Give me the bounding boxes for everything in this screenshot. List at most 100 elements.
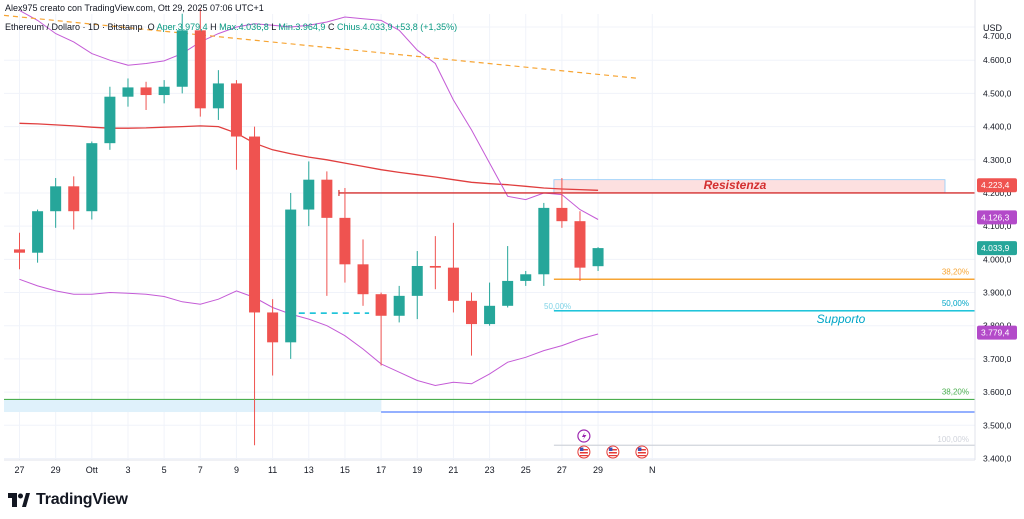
fib-382-upper-label: 38,20% (942, 267, 969, 276)
fib-50-mid-label: 50,00% (544, 302, 571, 311)
candle[interactable] (502, 246, 514, 308)
candle-body (447, 267, 459, 301)
zones (4, 179, 946, 413)
candle-body (32, 211, 44, 253)
candle-body (357, 264, 369, 295)
low-value: Min.3.964,9 (278, 22, 326, 32)
candle[interactable] (230, 80, 242, 170)
candle[interactable] (556, 178, 568, 228)
candle-body (285, 209, 297, 343)
candle-body (556, 207, 568, 222)
us-flag-icon[interactable] (577, 445, 591, 459)
candle[interactable] (50, 178, 62, 228)
y-tick-label: 4.200,0 (983, 188, 1012, 198)
price-badge: 3.779,4 (977, 325, 1017, 340)
candle-body (249, 136, 261, 313)
candle[interactable] (285, 192, 297, 359)
candle[interactable] (14, 232, 25, 270)
high-label: H (210, 22, 217, 32)
candle[interactable] (303, 161, 315, 227)
candle-body (230, 83, 242, 137)
flag-stripe (637, 455, 646, 457)
candle[interactable] (68, 176, 80, 230)
lightning-icon-glyph (581, 432, 587, 440)
ohlc-legend[interactable]: Ethereum / Dollaro · 1D · Bitstamp O Ape… (5, 22, 457, 32)
candle[interactable] (357, 239, 369, 306)
candle[interactable] (194, 8, 206, 117)
candle[interactable] (429, 236, 441, 290)
upper-band-line (19, 9, 599, 220)
x-tick-label: 5 (162, 465, 167, 475)
candle[interactable] (249, 126, 261, 446)
price-badge-label: 4.223,4 (981, 180, 1010, 190)
y-tick-label: 4.500,0 (983, 88, 1012, 98)
candle[interactable] (375, 292, 387, 366)
grid (4, 14, 975, 460)
tradingview-logo[interactable]: TradingView (8, 490, 128, 510)
candle[interactable] (447, 222, 459, 313)
candle-body (212, 83, 224, 109)
support-label: Supporto (817, 312, 866, 326)
x-tick-label: 21 (448, 465, 458, 475)
candle[interactable] (86, 141, 98, 220)
candle[interactable] (122, 78, 134, 107)
candle[interactable] (32, 209, 44, 263)
candle[interactable] (411, 251, 423, 320)
candle-body (538, 207, 550, 275)
candle[interactable] (520, 270, 532, 286)
candle[interactable] (466, 292, 477, 356)
lower-support-zone (4, 399, 382, 413)
y-tick-label: 3.600,0 (983, 387, 1012, 397)
candles[interactable] (14, 8, 604, 446)
symbol-name: Ethereum / Dollaro · 1D · Bitstamp (5, 22, 143, 32)
x-tick-label: 25 (521, 465, 531, 475)
candle-body (68, 186, 80, 212)
candle[interactable] (140, 81, 152, 110)
candle-body (86, 143, 98, 212)
price-badge: 4.033,9 (977, 241, 1017, 256)
candle[interactable] (574, 211, 586, 281)
candle[interactable] (339, 187, 351, 283)
fib-382-lower-label: 38,20% (942, 387, 969, 396)
lower-band-line (19, 278, 599, 387)
candle[interactable] (592, 247, 604, 271)
candle-body (375, 294, 387, 316)
high-value: Max.4.036,8 (219, 22, 269, 32)
us-flag-icon[interactable] (606, 445, 620, 459)
candle[interactable] (104, 86, 116, 150)
price-badge-bg (977, 178, 1017, 193)
candle[interactable] (484, 282, 496, 326)
candle[interactable] (212, 70, 224, 120)
candle[interactable] (158, 80, 170, 104)
logo-text: TradingView (36, 491, 128, 508)
candle[interactable] (321, 171, 333, 296)
x-tick-label: 7 (198, 465, 203, 475)
creator-line: Alex975 creato con TradingView.com, Ott … (5, 3, 264, 13)
y-tick-label: 4.400,0 (983, 122, 1012, 132)
candle[interactable] (176, 13, 188, 94)
candle-body (484, 305, 496, 325)
x-tick-label: 9 (234, 465, 239, 475)
candle-body (502, 280, 514, 306)
fib-50-upper-label: 50,00% (942, 299, 969, 308)
y-tick-label: 3.700,0 (983, 354, 1012, 364)
x-tick-label: 3 (125, 465, 130, 475)
candle[interactable] (538, 202, 550, 286)
candle[interactable] (393, 285, 405, 323)
candle[interactable] (267, 299, 279, 376)
candle-body (267, 312, 279, 343)
flag-stripe (637, 452, 646, 454)
us-flag-icon[interactable] (635, 445, 649, 459)
candle-body (50, 186, 62, 212)
candle-body (393, 295, 405, 316)
event-markers[interactable] (577, 429, 649, 459)
candle-body (140, 87, 152, 96)
flag-canton (579, 447, 584, 451)
candle-body (429, 265, 441, 268)
candle-body (194, 30, 206, 109)
x-tick-label: N (649, 465, 656, 475)
candle-body (122, 87, 134, 97)
change-value: +53,8 (+1,35%) (395, 22, 458, 32)
trend-line (3, 14, 640, 80)
